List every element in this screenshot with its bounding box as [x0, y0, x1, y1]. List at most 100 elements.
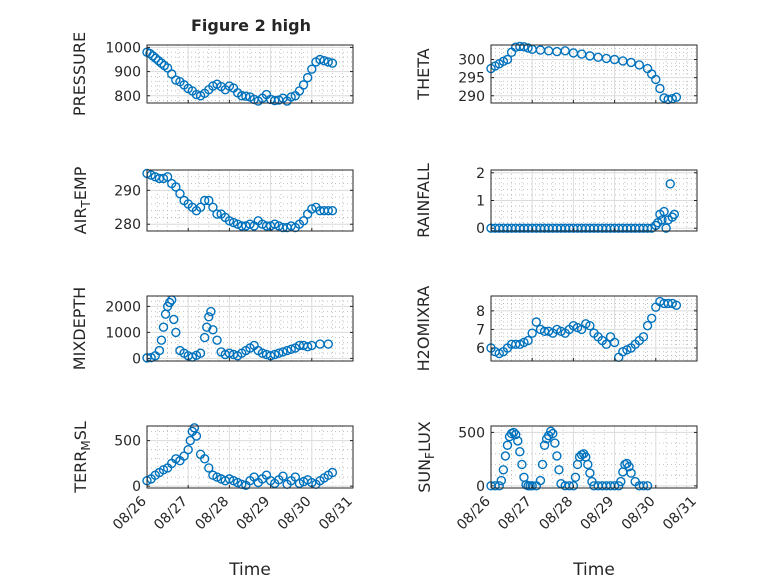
data-point	[626, 468, 636, 478]
y-tick-label: 290	[114, 183, 141, 199]
data-point	[585, 468, 595, 478]
data-point	[241, 91, 251, 101]
data-point	[527, 481, 537, 491]
data-point	[535, 475, 546, 486]
axes-sun_flux: 0 500 SUNFLUX 08/26 08/27 08/28 08/29 08/30 08/3…	[415, 421, 700, 580]
x-tick-label: 08/30	[619, 494, 659, 534]
data-point	[560, 46, 570, 56]
y-tick-label: 7	[476, 322, 485, 338]
data-point	[496, 475, 506, 486]
y-tick-label: 500	[114, 434, 141, 450]
data-point	[638, 332, 649, 342]
y-tick-label: 300	[458, 53, 485, 69]
data-point	[601, 53, 612, 64]
data-point	[315, 54, 325, 65]
data-point	[212, 209, 222, 219]
data-point	[614, 352, 624, 362]
data-point	[298, 216, 309, 226]
y-tick-label: 1	[476, 194, 485, 210]
y-tick-label: 1000	[105, 325, 141, 341]
data-point	[513, 436, 523, 446]
data-point	[323, 339, 333, 349]
x-tick-label: 08/26	[110, 493, 150, 533]
data-point	[576, 49, 587, 59]
y-tick-label: 0	[132, 479, 141, 495]
data-point	[572, 459, 583, 470]
data-point	[153, 56, 164, 66]
data-point	[160, 309, 171, 319]
data-point	[626, 57, 636, 68]
y-axis-label: RAINFALL	[414, 163, 433, 238]
x-tick-label: 08/28	[192, 494, 232, 534]
data-point	[511, 429, 521, 440]
x-tick-label: 08/29	[234, 494, 274, 534]
data-point	[171, 182, 181, 192]
data-point	[206, 306, 216, 317]
data-point	[502, 440, 513, 450]
data-point	[204, 312, 214, 322]
data-point	[145, 48, 155, 59]
data-point	[319, 56, 329, 66]
data-point	[290, 472, 301, 482]
data-point	[523, 335, 533, 346]
y-tick-label: 295	[458, 71, 485, 87]
axes-box	[146, 425, 354, 489]
axes-box	[490, 295, 698, 362]
data-point	[500, 451, 511, 461]
data-point	[667, 212, 677, 222]
y-tick-label: 8	[476, 304, 485, 320]
data-point	[154, 345, 165, 356]
data-point	[270, 219, 280, 229]
data-point	[609, 337, 620, 348]
data-point	[498, 465, 509, 475]
y-tick-label: 6	[476, 341, 485, 357]
data-point	[517, 459, 527, 470]
data-point	[327, 205, 338, 216]
data-point	[224, 348, 235, 358]
data-point	[642, 223, 653, 233]
data-point	[552, 46, 562, 57]
data-point	[185, 435, 195, 446]
y-tick-label: 290	[458, 89, 485, 105]
y-tick-label: 800	[114, 89, 141, 105]
axes-terr_msl: 0 500 TERRMSL 08/26 08/27 08/28 08/29 08/30 08/3…	[71, 421, 356, 580]
data-point	[208, 202, 218, 212]
data-point	[171, 75, 181, 85]
axes-box	[146, 44, 354, 104]
x-tick-label: 08/31	[316, 494, 356, 534]
axes-box	[490, 425, 698, 489]
data-point	[655, 83, 665, 94]
data-point	[546, 426, 556, 437]
data-point	[554, 465, 564, 475]
x-tick-label: 08/29	[578, 494, 618, 534]
data-point	[195, 348, 206, 358]
data-point	[156, 335, 167, 345]
axes-pressure: 800 900 1000 PRESSURE	[70, 32, 354, 116]
data-point	[508, 427, 519, 438]
data-point	[646, 313, 657, 323]
data-point	[642, 321, 653, 331]
data-point	[327, 467, 338, 478]
data-point	[570, 472, 581, 483]
data-point	[327, 58, 338, 68]
y-axis-label: THETA	[414, 48, 433, 100]
y-tick-label: 900	[114, 65, 141, 81]
x-axis-label: Time	[228, 560, 271, 580]
data-point	[669, 209, 680, 220]
y-tick-label: 2	[476, 166, 485, 182]
data-point	[315, 339, 325, 349]
data-point	[278, 347, 288, 357]
data-point	[494, 481, 504, 491]
data-point	[624, 461, 634, 472]
data-point	[609, 481, 620, 491]
data-point	[583, 459, 593, 470]
y-tick-label: 280	[114, 217, 141, 233]
data-point	[202, 322, 212, 332]
y-tick-label: 1000	[105, 40, 141, 56]
y-axis-label: TERRMSL	[71, 421, 93, 494]
data-point	[204, 463, 214, 473]
data-point	[519, 472, 529, 483]
axes-rainfall: 0 1 2 RAINFALL	[414, 163, 698, 238]
y-axis-label: H2OMIXRA	[414, 286, 433, 372]
